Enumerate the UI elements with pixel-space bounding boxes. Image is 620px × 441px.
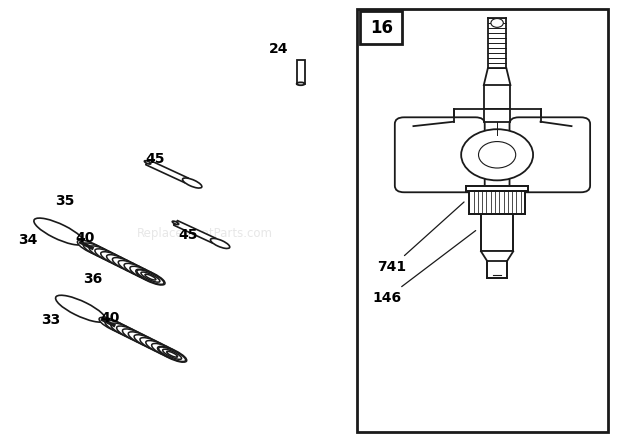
Ellipse shape [107,254,136,270]
Ellipse shape [105,320,134,336]
Bar [454,109,541,122]
Ellipse shape [83,243,112,259]
Ellipse shape [117,326,146,342]
Ellipse shape [78,240,107,256]
Ellipse shape [140,338,169,354]
Ellipse shape [95,249,124,265]
Ellipse shape [128,332,157,348]
Ellipse shape [130,266,159,282]
Text: 24: 24 [269,41,288,56]
Ellipse shape [157,346,187,362]
Ellipse shape [152,344,181,359]
Ellipse shape [112,258,142,273]
Bar [487,261,507,278]
FancyBboxPatch shape [510,117,590,192]
Text: 36: 36 [83,272,103,286]
Text: 16: 16 [370,19,393,37]
Text: 741: 741 [377,202,464,274]
Ellipse shape [124,263,153,279]
Bar [469,191,525,214]
Ellipse shape [111,323,140,339]
Ellipse shape [122,329,152,345]
Text: 33: 33 [41,313,61,327]
Circle shape [461,129,533,180]
Text: 146: 146 [372,231,476,305]
Circle shape [491,19,503,27]
Text: 35: 35 [55,194,75,208]
Text: 40: 40 [76,231,95,244]
Polygon shape [481,251,513,261]
Ellipse shape [134,335,164,351]
Ellipse shape [56,295,105,322]
Polygon shape [174,220,216,243]
Bar [297,60,305,84]
Ellipse shape [99,317,128,333]
Polygon shape [146,160,188,183]
Ellipse shape [172,221,179,224]
FancyBboxPatch shape [395,117,485,192]
Ellipse shape [146,340,175,356]
Ellipse shape [100,252,130,268]
Bar [360,11,402,44]
Text: 34: 34 [18,233,38,247]
Text: 45: 45 [145,152,165,166]
Ellipse shape [136,269,165,285]
Bar [356,9,608,432]
Text: 45: 45 [178,228,198,242]
Bar [481,214,513,251]
Ellipse shape [297,82,304,85]
Polygon shape [484,68,510,85]
Text: ReplacementParts.com: ReplacementParts.com [136,227,273,240]
Ellipse shape [89,246,118,262]
Ellipse shape [34,218,84,245]
Bar [466,186,528,191]
Bar [484,85,510,109]
Ellipse shape [210,239,230,248]
Ellipse shape [144,161,151,164]
Ellipse shape [182,178,202,188]
Ellipse shape [118,261,148,277]
Text: 40: 40 [100,311,120,325]
